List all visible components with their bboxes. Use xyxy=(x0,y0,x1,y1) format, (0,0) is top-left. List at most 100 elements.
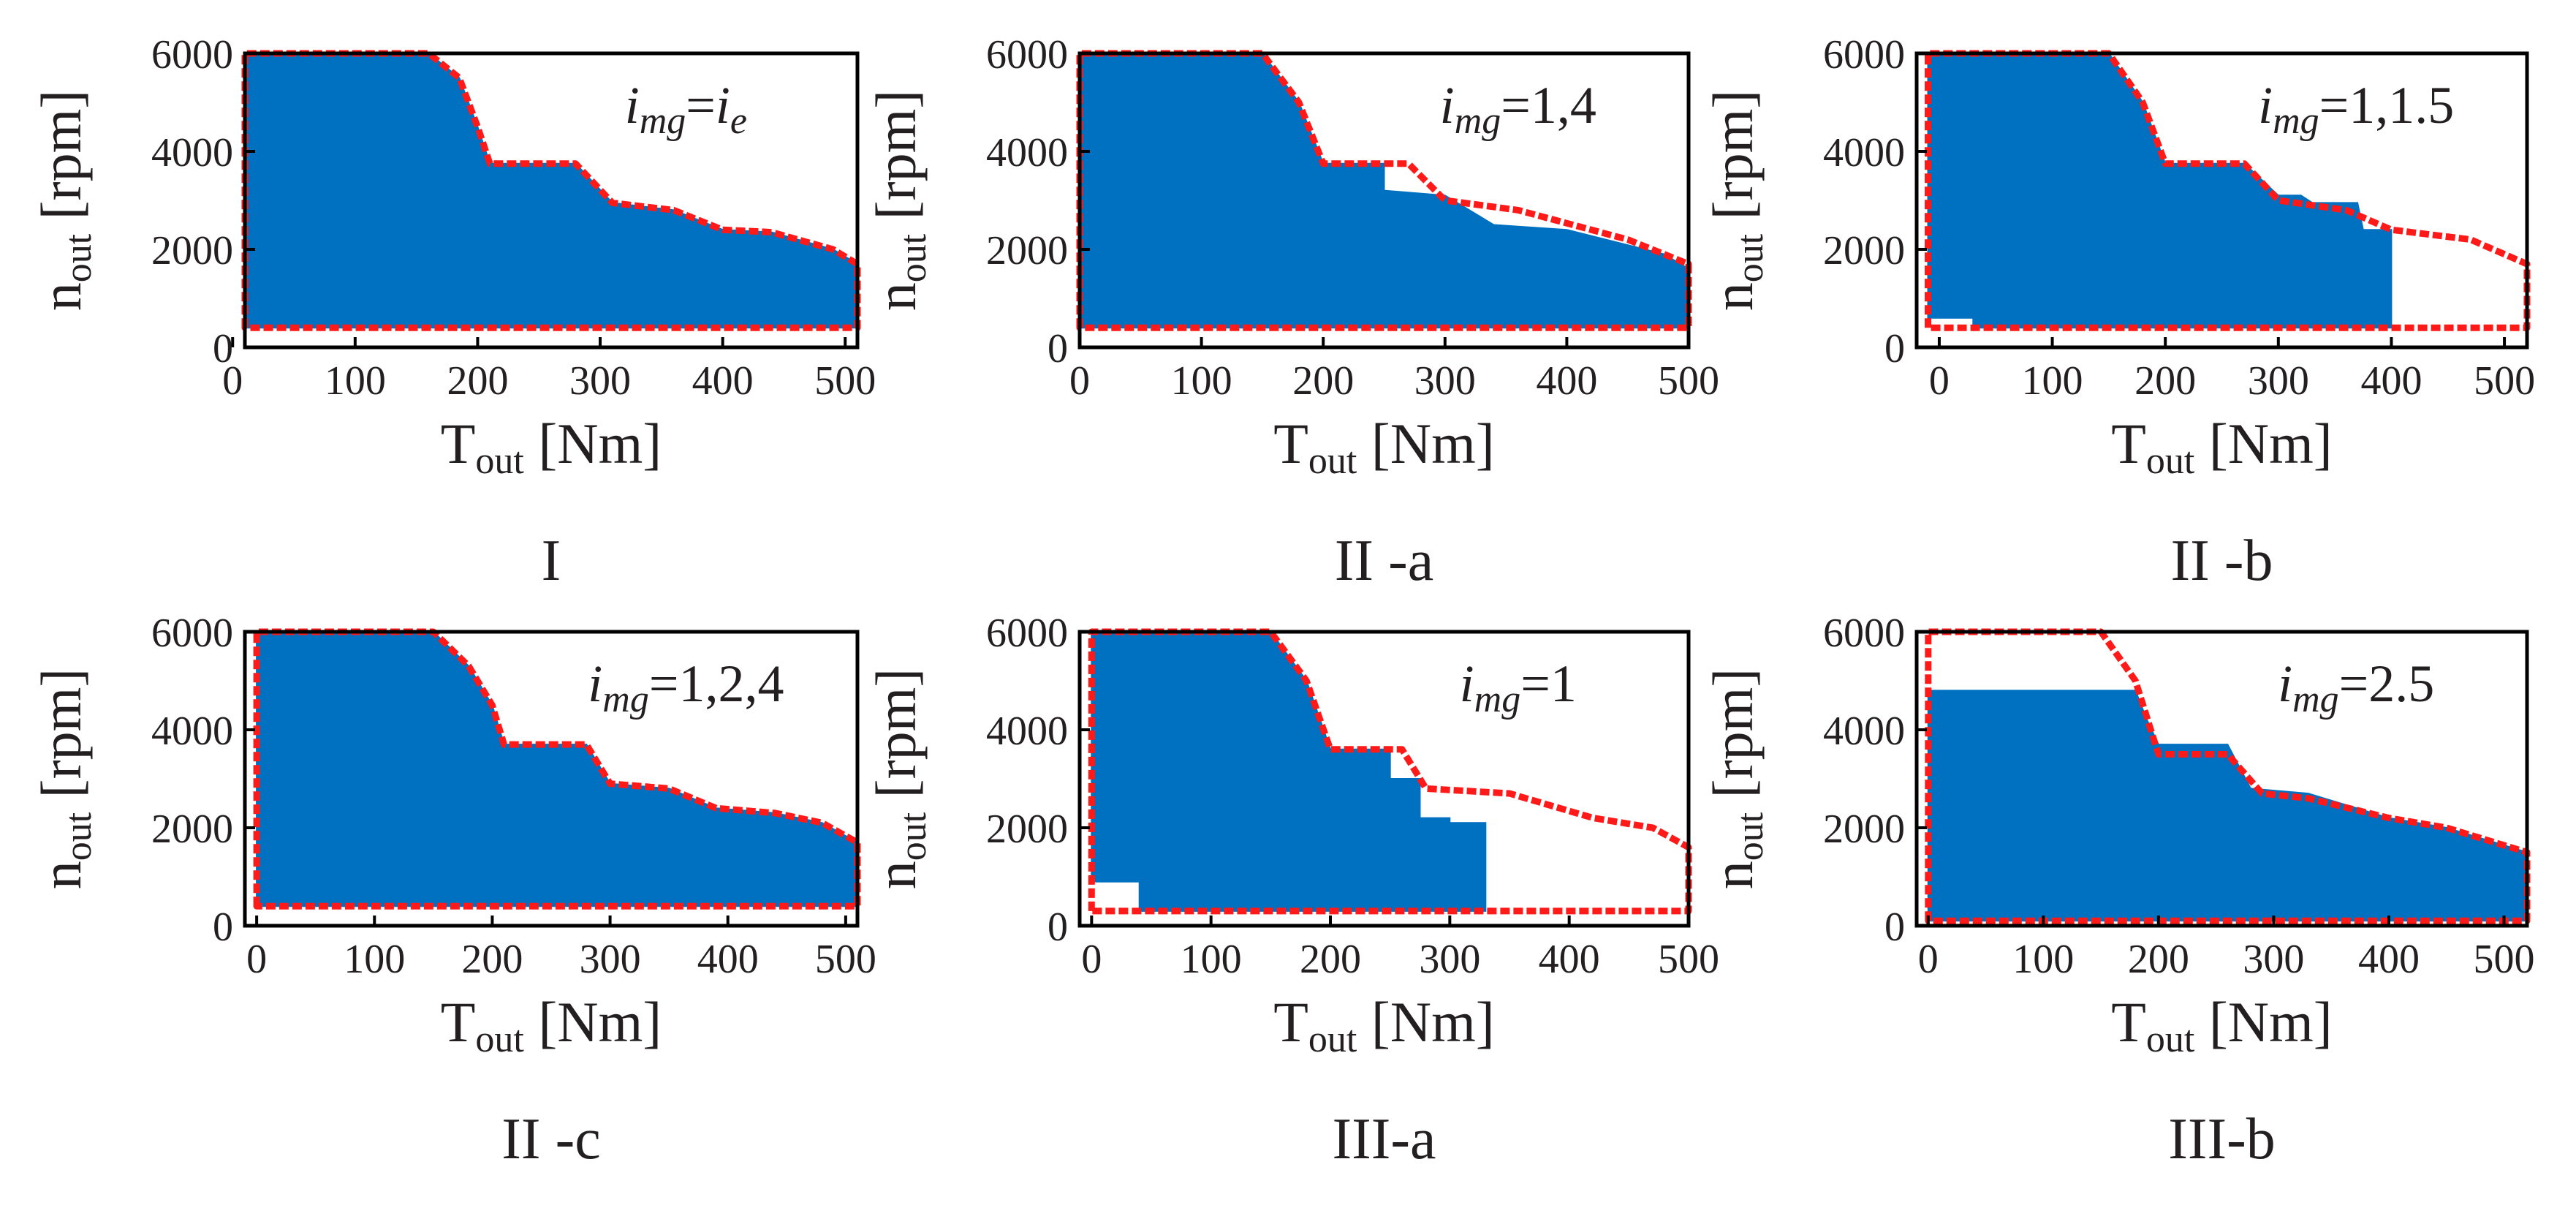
y-axis-label-unit: [rpm] xyxy=(1701,90,1765,234)
panel-caption: I xyxy=(542,529,561,593)
x-axis-label: Tout [Nm] xyxy=(2111,990,2333,1060)
gear-ratio-annotation: img=1,4 xyxy=(1440,76,1596,142)
y-tick-label: 6000 xyxy=(1823,611,1905,656)
plot-frame xyxy=(243,630,860,928)
x-axis-label-unit: [Nm] xyxy=(1357,412,1494,475)
y-tick-label: 0 xyxy=(1048,905,1068,950)
plot-frame xyxy=(1914,630,2529,928)
annotation-equals: = xyxy=(2339,654,2369,713)
gear-ratio-annotation: img=1,2,4 xyxy=(588,654,784,720)
x-tick-label: 300 xyxy=(2243,937,2304,982)
x-tick-label: 0 xyxy=(1081,937,1102,982)
x-tick-label: 300 xyxy=(2248,358,2309,404)
y-tick-label: 0 xyxy=(1884,326,1905,371)
x-axis-label-sub: out xyxy=(475,440,524,482)
plot-frame xyxy=(1077,630,1691,928)
x-tick-label: 100 xyxy=(2012,937,2074,982)
x-tick-label: 300 xyxy=(569,358,631,404)
annotation-sub: mg xyxy=(2273,100,2319,142)
x-axis-label-main: T xyxy=(2111,990,2146,1054)
x-tick-label: 0 xyxy=(1069,358,1090,404)
x-tick-label: 100 xyxy=(2022,358,2083,404)
x-axis-label-main: T xyxy=(441,990,476,1054)
y-tick-label: 0 xyxy=(213,326,233,371)
y-axis-label-group: nout [rpm] xyxy=(864,90,934,312)
x-tick-label: 0 xyxy=(222,358,243,404)
annotation-sub: mg xyxy=(2292,679,2339,720)
x-tick-label: 500 xyxy=(2473,937,2534,982)
annotation-var: i xyxy=(625,76,640,135)
annotation-var: i xyxy=(1440,76,1455,135)
panel-caption: II -a xyxy=(1335,529,1433,593)
x-axis-label-unit: [Nm] xyxy=(2194,412,2332,475)
y-axis-label-unit: [rpm] xyxy=(864,668,928,812)
x-axis-label: Tout [Nm] xyxy=(1273,990,1495,1060)
y-axis-label-group: nout [rpm] xyxy=(29,90,99,312)
y-tick-label: 6000 xyxy=(151,32,233,78)
x-tick-label: 400 xyxy=(692,358,754,404)
annotation-equals: = xyxy=(1501,76,1531,135)
y-axis-label-sub: out xyxy=(893,812,934,861)
y-axis-label-group: nout [rpm] xyxy=(29,668,99,890)
annotation-sub: mg xyxy=(1474,679,1521,720)
annotation-var: i xyxy=(1460,654,1474,713)
annotation-sub: mg xyxy=(602,679,649,720)
y-axis-label-group: nout [rpm] xyxy=(1701,90,1771,312)
operating-region-area xyxy=(244,53,858,329)
x-axis-label-sub: out xyxy=(1308,440,1357,482)
y-axis-label: nout [rpm] xyxy=(1701,668,1771,890)
x-tick-label: 500 xyxy=(815,937,876,982)
y-axis-label: nout [rpm] xyxy=(29,90,99,312)
x-tick-label: 300 xyxy=(1419,937,1480,982)
panel-caption: III-a xyxy=(1332,1107,1436,1171)
y-tick-label: 4000 xyxy=(986,709,1068,754)
y-axis-label-unit: [rpm] xyxy=(864,90,928,234)
panel-caption: III-b xyxy=(2168,1107,2276,1171)
x-axis-label-sub: out xyxy=(2146,440,2195,482)
gear-ratio-annotation: img=1,1.5 xyxy=(2258,76,2454,142)
x-tick-label: 0 xyxy=(1929,358,1950,404)
annotation-equals: = xyxy=(649,654,679,713)
annotation-equals: = xyxy=(1520,654,1550,713)
y-tick-label: 6000 xyxy=(986,611,1068,656)
y-axis-label-unit: [rpm] xyxy=(29,668,93,812)
operating-region-area xyxy=(1091,631,1487,912)
gear-ratio-annotation: img=1 xyxy=(1460,654,1577,720)
x-axis-label-unit: [Nm] xyxy=(1357,990,1494,1054)
panel-caption: II -b xyxy=(2171,529,2273,593)
x-tick-label: 500 xyxy=(2474,358,2535,404)
annotation-value: 1,4 xyxy=(1531,76,1596,135)
y-axis-label-unit: [rpm] xyxy=(29,90,93,234)
operating-region-area xyxy=(1079,53,1689,329)
x-axis-label-sub: out xyxy=(2146,1019,2195,1060)
x-tick-label: 400 xyxy=(2358,937,2420,982)
annotation-value: 1,2,4 xyxy=(678,654,784,713)
x-axis-label-sub: out xyxy=(475,1019,524,1060)
annotation-var: i xyxy=(2258,76,2273,135)
x-tick-label: 500 xyxy=(1658,937,1719,982)
y-tick-label: 6000 xyxy=(1823,32,1905,78)
x-axis-label-main: T xyxy=(1273,412,1308,475)
envelope-curve xyxy=(253,628,861,910)
x-tick-label: 400 xyxy=(1536,358,1597,404)
x-tick-label: 300 xyxy=(1414,358,1476,404)
y-axis-label-main: n xyxy=(864,282,928,311)
y-tick-label: 2000 xyxy=(986,228,1068,273)
x-tick-label: 300 xyxy=(580,937,641,982)
x-tick-label: 200 xyxy=(447,358,508,404)
plot-frame xyxy=(243,51,860,350)
x-tick-label: 500 xyxy=(814,358,876,404)
y-axis-label: nout [rpm] xyxy=(864,668,934,890)
y-axis-label-sub: out xyxy=(58,233,99,282)
y-axis-label: nout [rpm] xyxy=(864,90,934,312)
annotation-equals: = xyxy=(2319,76,2349,135)
x-axis-label-unit: [Nm] xyxy=(524,990,662,1054)
x-tick-label: 200 xyxy=(2128,937,2189,982)
y-tick-label: 4000 xyxy=(151,130,233,175)
x-tick-label: 100 xyxy=(344,937,405,982)
x-tick-label: 400 xyxy=(697,937,759,982)
